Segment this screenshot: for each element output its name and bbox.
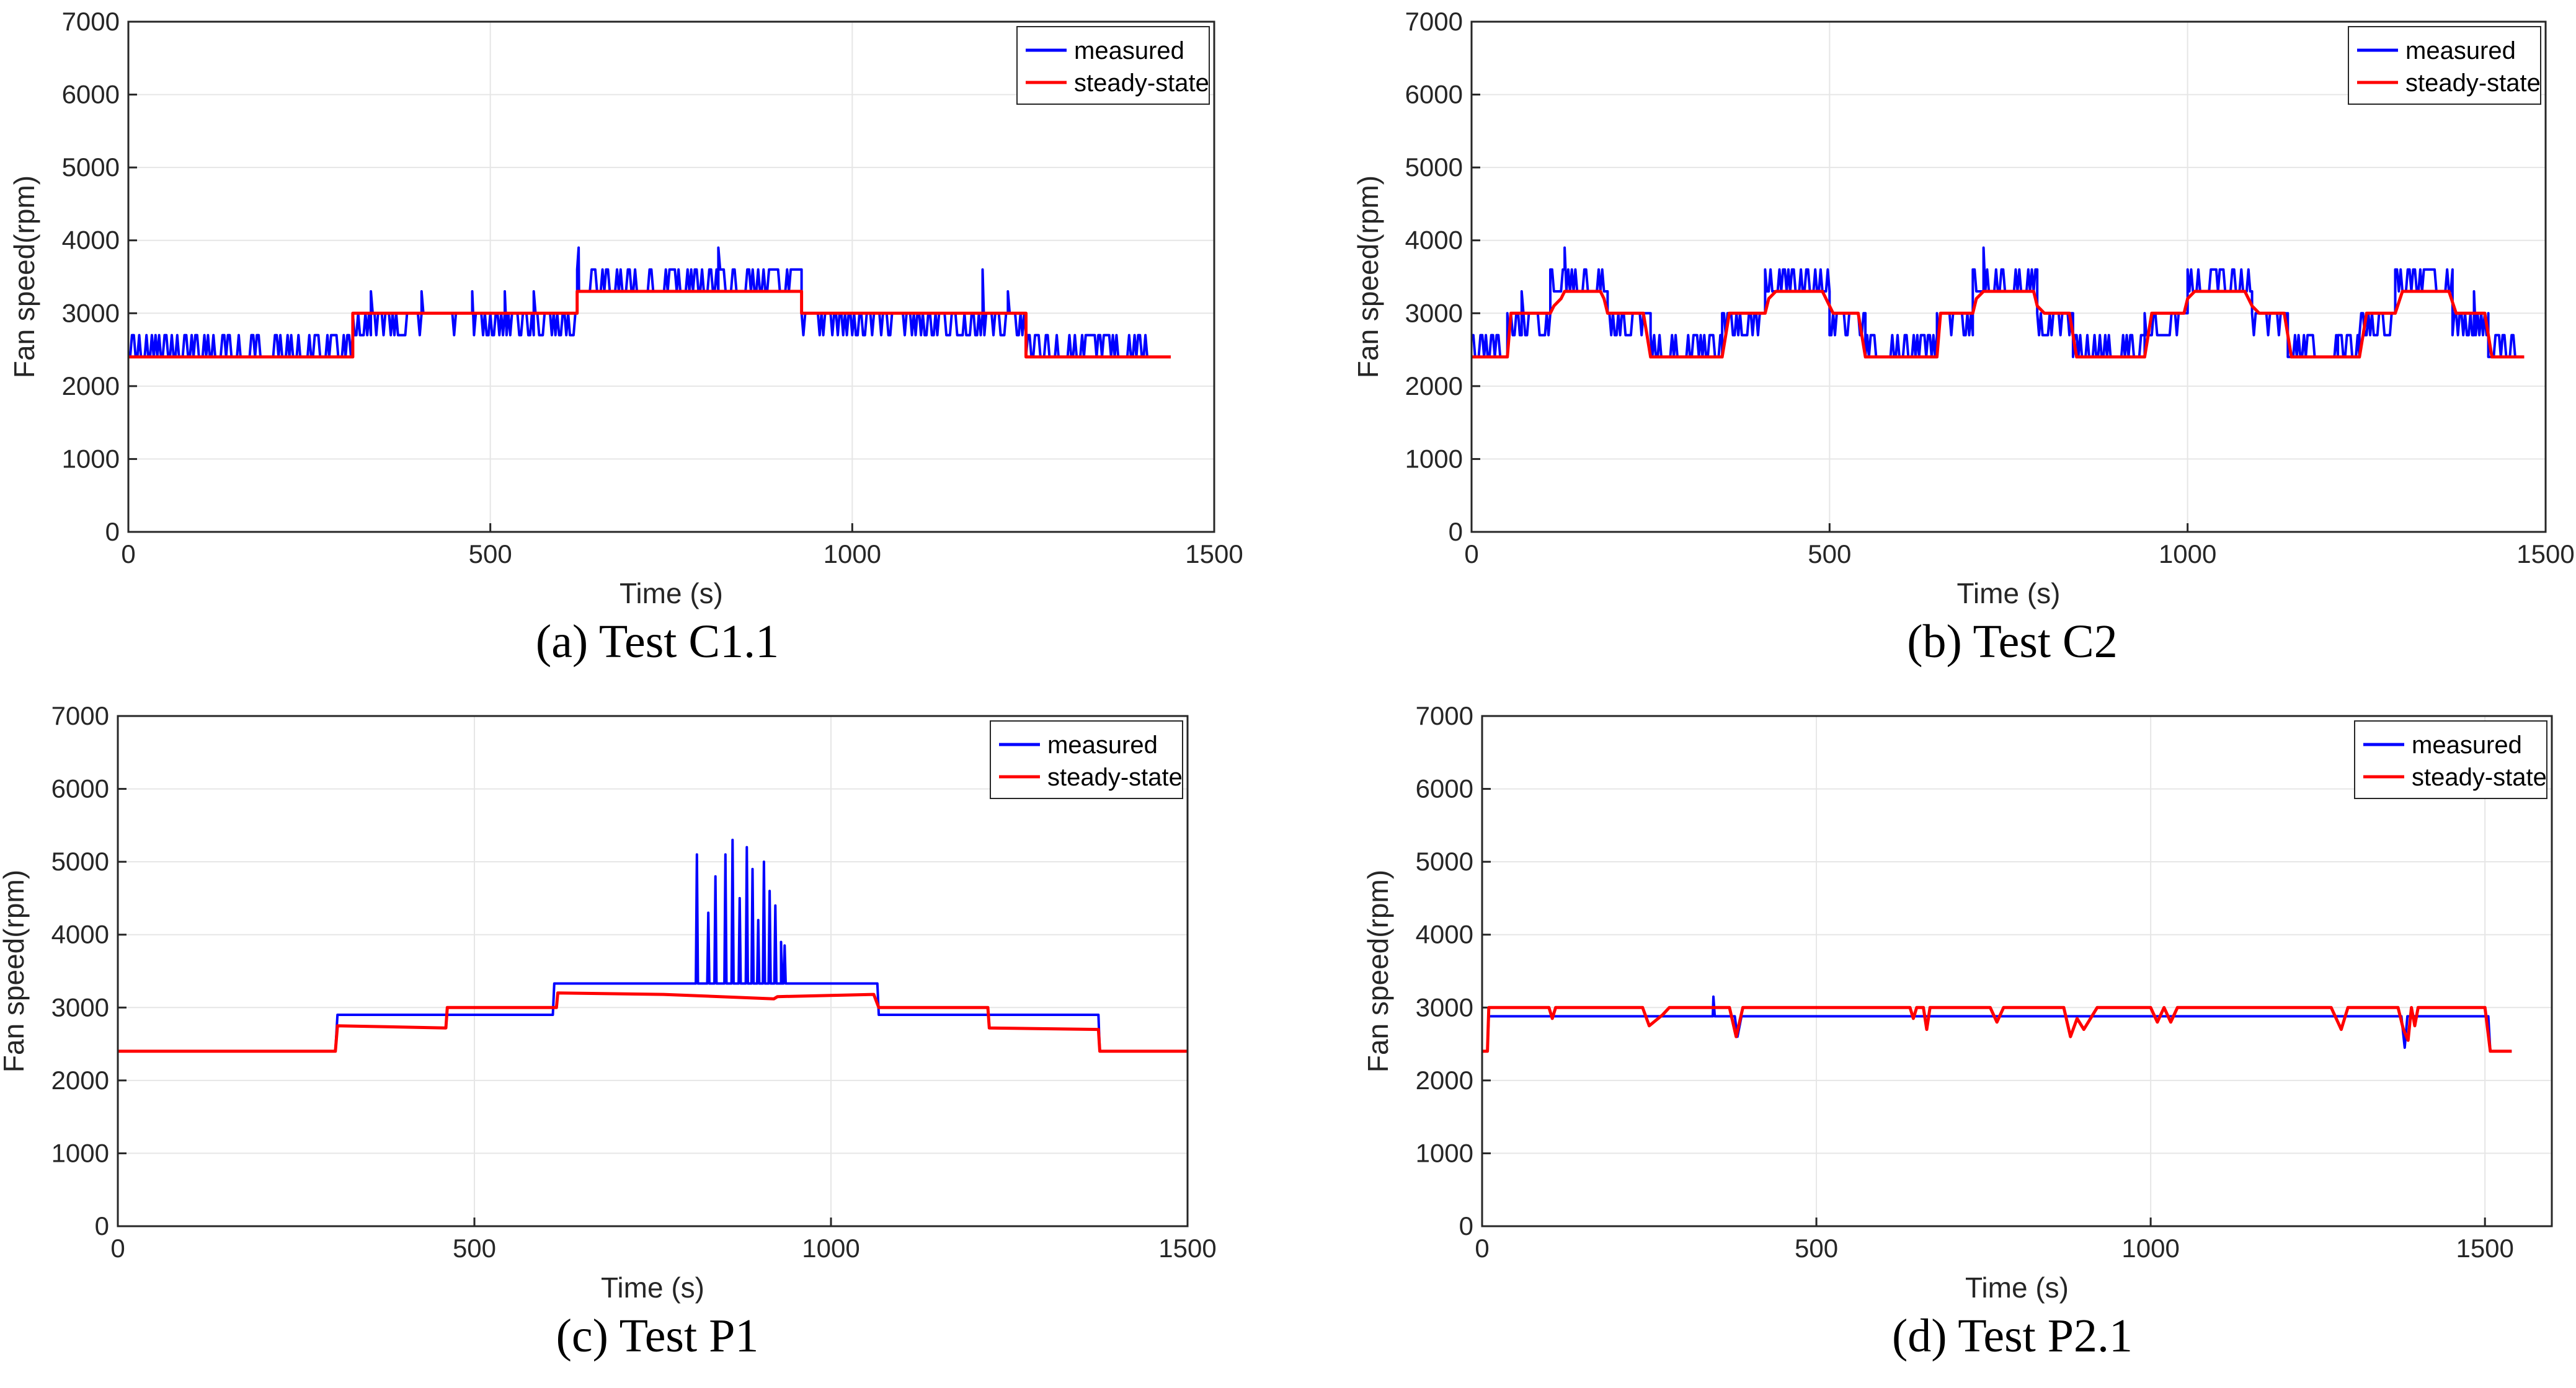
plot-area: [1482, 716, 2552, 1226]
x-tick-label: 0: [1475, 1234, 1489, 1263]
y-tick-label: 4000: [1405, 226, 1463, 255]
legend-box: [990, 720, 1183, 799]
legend-box: [1016, 26, 1210, 105]
y-tick-label: 3000: [51, 992, 109, 1022]
y-tick-label: 1000: [51, 1138, 109, 1167]
panel-caption: (a) Test C1.1: [536, 616, 779, 668]
y-tick-label: 0: [1459, 1211, 1473, 1240]
legend-label-steady-state: steady-state: [2405, 69, 2541, 97]
x-tick-label: 1000: [824, 539, 881, 568]
x-tick-label: 1500: [2516, 539, 2574, 568]
axes-box: [1470, 20, 2547, 533]
plot-area: [118, 716, 1188, 1226]
x-tick-label: 500: [469, 539, 512, 568]
y-tick-label: 4000: [62, 226, 120, 255]
series-steady-state-line: [1482, 1006, 2512, 1053]
y-axis-label: Fan speed(rpm): [0, 870, 30, 1072]
legend: measured steady-state: [990, 720, 1183, 799]
y-tick-label: 5000: [51, 847, 109, 876]
x-tick-label: 0: [110, 1234, 125, 1263]
x-tick-label: 500: [1795, 1234, 1838, 1263]
y-tick-label: 7000: [1416, 701, 1473, 730]
chart-panel-4: 0 500 1000 1500 0 1000 2000 3000 4000 5000 6000 700…: [1362, 701, 2553, 1362]
y-tick-label: 5000: [1405, 153, 1463, 182]
series-measured-line: [118, 838, 1188, 1053]
y-tick-label: 2000: [1416, 1066, 1473, 1095]
legend-label-measured: measured: [1074, 37, 1184, 64]
y-tick-label: 3000: [1416, 992, 1473, 1022]
legend-box: [2348, 26, 2541, 105]
x-axis-label: Time (s): [1965, 1271, 2069, 1304]
series-group: [1482, 995, 2512, 1053]
y-tick-label: 5000: [62, 153, 120, 182]
y-tick-label: 3000: [1405, 298, 1463, 327]
y-tick-label: 7000: [62, 7, 120, 36]
legend-label-measured: measured: [2405, 37, 2516, 64]
panel-caption: (c) Test P1: [556, 1310, 759, 1362]
panel-caption: (b) Test C2: [1907, 616, 2117, 668]
series-steady-state-line: [128, 290, 1171, 359]
legend-label-steady-state: steady-state: [2412, 764, 2547, 791]
legend: measured steady-state: [1016, 26, 1210, 105]
series-group: [1472, 246, 2525, 359]
legend-box: [2354, 720, 2547, 799]
y-tick-label: 7000: [51, 701, 109, 730]
legend-label-measured: measured: [2412, 732, 2522, 759]
plot-area: [1472, 22, 2546, 532]
y-tick-label: 6000: [62, 80, 120, 109]
y-tick-label: 0: [95, 1211, 109, 1240]
x-tick-label: 1500: [1185, 539, 1243, 568]
y-tick-label: 6000: [1405, 80, 1463, 109]
y-tick-label: 6000: [1416, 774, 1473, 803]
chart-panel-1: 0 500 1000 1500 0 1000 2000 3000 4000 5000 6000 700…: [8, 7, 1243, 668]
series-group: [128, 246, 1171, 359]
y-tick-label: 2000: [62, 371, 120, 400]
x-tick-label: 1000: [2121, 1234, 2179, 1263]
y-axis-label: Fan speed(rpm): [8, 175, 40, 378]
y-axis-label: Fan speed(rpm): [1352, 175, 1384, 378]
y-tick-label: 2000: [51, 1066, 109, 1095]
legend-label-measured: measured: [1047, 732, 1158, 759]
x-axis-label: Time (s): [1957, 577, 2061, 609]
y-tick-label: 4000: [1416, 920, 1473, 949]
x-tick-label: 500: [453, 1234, 496, 1263]
axes-box: [1481, 715, 2553, 1227]
x-tick-label: 1500: [2456, 1234, 2513, 1263]
x-tick-label: 0: [121, 539, 135, 568]
chart-panel-2: 0 500 1000 1500 0 1000 2000 3000 4000 5000 6000 700…: [1352, 7, 2575, 668]
series-steady-state-line: [1472, 290, 2525, 359]
series-steady-state-line: [118, 991, 1188, 1053]
series-group: [118, 838, 1188, 1053]
axes-box: [117, 715, 1189, 1227]
y-tick-label: 0: [1449, 517, 1463, 546]
y-tick-label: 4000: [51, 920, 109, 949]
axes-box: [127, 20, 1215, 533]
x-axis-label: Time (s): [601, 1271, 704, 1304]
y-tick-label: 1000: [62, 444, 120, 473]
panel-caption: (d) Test P2.1: [1892, 1310, 2133, 1362]
y-tick-label: 5000: [1416, 847, 1473, 876]
chart-panel-3: 0 500 1000 1500 0 1000 2000 3000 4000 5000 6000 700…: [0, 701, 1217, 1362]
legend: measured steady-state: [2348, 26, 2541, 105]
y-tick-label: 0: [105, 517, 120, 546]
legend-label-steady-state: steady-state: [1074, 69, 1209, 97]
legend-label-steady-state: steady-state: [1047, 764, 1183, 791]
x-tick-label: 1500: [1158, 1234, 1216, 1263]
x-axis-label: Time (s): [620, 577, 723, 609]
y-tick-label: 3000: [62, 298, 120, 327]
y-tick-label: 2000: [1405, 371, 1463, 400]
y-tick-label: 1000: [1405, 444, 1463, 473]
legend: measured steady-state: [2354, 720, 2547, 799]
x-tick-label: 0: [1464, 539, 1478, 568]
y-tick-label: 1000: [1416, 1138, 1473, 1167]
y-tick-label: 7000: [1405, 7, 1463, 36]
x-tick-label: 500: [1808, 539, 1851, 568]
y-tick-label: 6000: [51, 774, 109, 803]
x-tick-label: 1000: [2159, 539, 2216, 568]
y-axis-label: Fan speed(rpm): [1362, 870, 1394, 1072]
x-tick-label: 1000: [802, 1234, 859, 1263]
plot-area: [128, 22, 1214, 532]
